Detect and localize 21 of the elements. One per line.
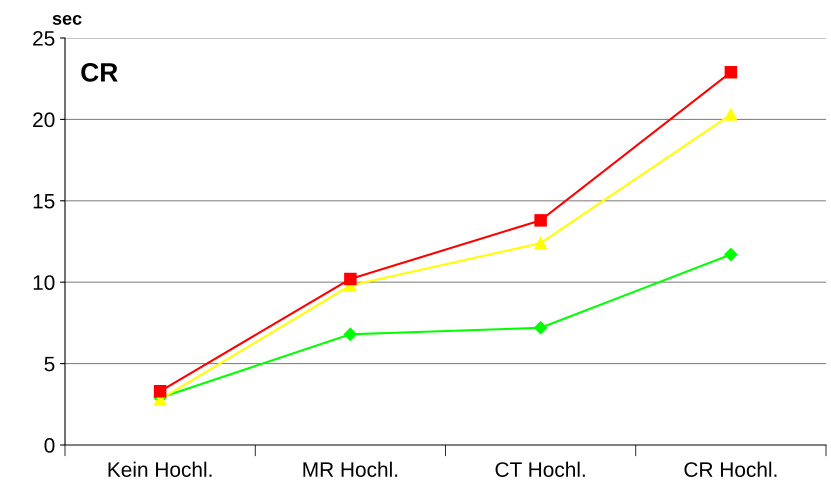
x-tick-label: CT Hochl. bbox=[496, 462, 585, 477]
point bbox=[344, 272, 357, 286]
point bbox=[724, 248, 738, 262]
point bbox=[534, 236, 547, 250]
y-tick-label: 15 bbox=[34, 194, 54, 209]
point bbox=[154, 385, 166, 398]
x-tick-label: Kein Hochl. bbox=[108, 462, 212, 477]
point bbox=[724, 66, 738, 78]
annotation: CR bbox=[81, 63, 118, 82]
x-tick-label: CR Hochl. bbox=[684, 462, 776, 477]
y-tick-label: 25 bbox=[33, 31, 54, 46]
y-tick-label: 20 bbox=[33, 112, 54, 128]
x-tick-label: MR Hochl. bbox=[303, 462, 398, 477]
y-tick-label: 0 bbox=[44, 438, 54, 453]
y-tick-label: 5 bbox=[44, 356, 54, 372]
point bbox=[534, 214, 547, 227]
y-tick-label: 10 bbox=[34, 275, 54, 290]
y-axis-title: sec bbox=[52, 14, 82, 25]
point bbox=[724, 108, 738, 121]
point bbox=[534, 321, 548, 334]
point bbox=[344, 328, 357, 341]
